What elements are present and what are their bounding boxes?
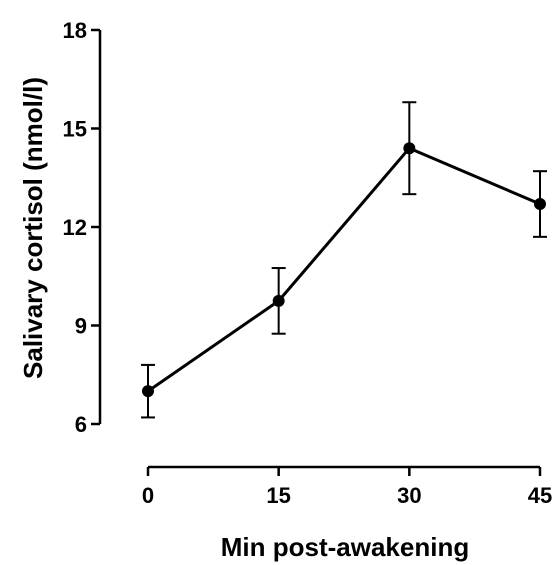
data-point xyxy=(272,294,285,307)
data-point xyxy=(403,142,416,155)
y-tick-label: 6 xyxy=(75,412,87,437)
x-axis: 0 15 30 45 xyxy=(142,465,552,508)
x-tick-label: 45 xyxy=(528,483,552,508)
y-tick-label: 12 xyxy=(63,215,87,240)
y-tick-label: 18 xyxy=(63,18,87,43)
y-axis-title: Salivary cortisol (nmol/l) xyxy=(18,77,48,379)
x-tick-label: 0 xyxy=(142,483,154,508)
data-point xyxy=(534,198,546,211)
plot-area xyxy=(141,101,547,419)
x-tick-label: 15 xyxy=(266,483,290,508)
x-tick-label: 30 xyxy=(397,483,421,508)
y-tick-label: 9 xyxy=(75,314,87,339)
x-axis-title: Min post-awakening xyxy=(221,532,469,562)
y-tick-label: 15 xyxy=(63,117,87,142)
y-axis: 6 9 12 15 18 xyxy=(63,18,102,437)
data-point xyxy=(142,385,154,398)
series-line xyxy=(147,146,541,393)
